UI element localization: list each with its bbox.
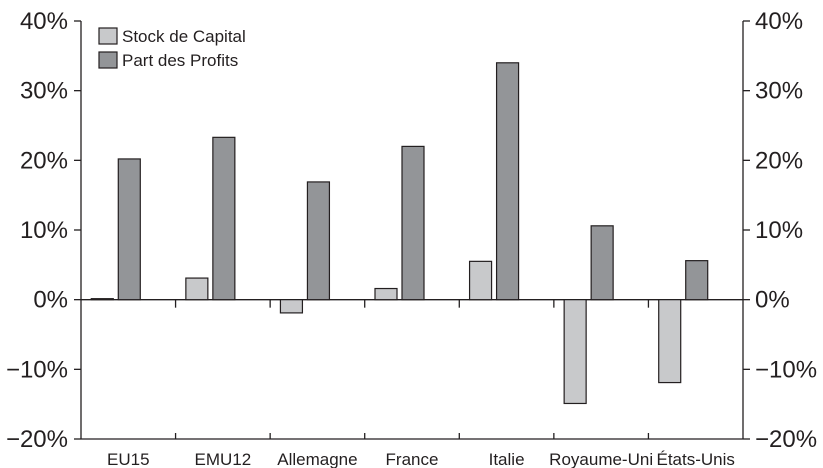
bar-part-des-profits <box>117 158 141 301</box>
left-y-tick-label: −20% <box>6 426 68 453</box>
right-y-tick-label: 10% <box>755 217 803 244</box>
left-y-tick-label: −10% <box>6 356 68 383</box>
left-y-tick-label: 30% <box>20 78 68 105</box>
left-y-tick-label: 10% <box>20 217 68 244</box>
bar-stock-de-capital <box>468 260 493 301</box>
right-y-tick-label: 30% <box>755 78 803 105</box>
bar-part-des-profits <box>590 225 614 301</box>
bar-part-des-profits <box>495 62 520 301</box>
legend-swatch <box>98 51 118 69</box>
legend-label: Stock de Capital <box>122 27 246 46</box>
bar-stock-de-capital <box>563 299 587 405</box>
right-y-tick-label: 20% <box>755 147 803 174</box>
bar-stock-de-capital <box>279 299 304 314</box>
bar-part-des-profits <box>212 136 236 301</box>
bar-part-des-profits <box>685 260 709 301</box>
category-label: Allemagne <box>277 450 357 468</box>
right-y-tick-label: −10% <box>755 356 817 383</box>
left-y-tick-label: 20% <box>20 147 68 174</box>
category-label: Italie <box>489 450 525 468</box>
category-label: Royaume-Uni <box>549 450 653 468</box>
legend: Stock de Capital Part des Profits <box>98 27 246 70</box>
category-label: EU15 <box>107 450 150 468</box>
category-label: EMU12 <box>195 450 252 468</box>
bar-stock-de-capital <box>374 287 398 301</box>
right-y-tick-label: 40% <box>755 8 803 35</box>
legend-label: Part des Profits <box>122 51 238 70</box>
bar-part-des-profits <box>306 181 331 301</box>
bar-stock-de-capital <box>658 299 682 384</box>
category-labels: EU15 EMU12 Allemagne France Italie Royaume-Un… <box>107 450 735 468</box>
left-y-tick-label: 40% <box>20 8 68 35</box>
bar-stock-de-capital <box>90 298 114 301</box>
left-y-tick-label: 0% <box>33 287 68 314</box>
right-y-tick-label: 0% <box>755 287 790 314</box>
category-label: France <box>386 450 439 468</box>
bar-stock-de-capital <box>185 277 209 301</box>
category-label: États-Unis <box>657 450 735 468</box>
right-y-tick-label: −20% <box>755 426 817 453</box>
legend-swatch <box>98 27 118 45</box>
tick-labels: 40% 40% 30% 30% 20% 20% 10% 10% 0% 0% −10% −10% −20%… <box>6 8 817 453</box>
bar-part-des-profits <box>401 145 425 301</box>
bars <box>90 62 709 405</box>
